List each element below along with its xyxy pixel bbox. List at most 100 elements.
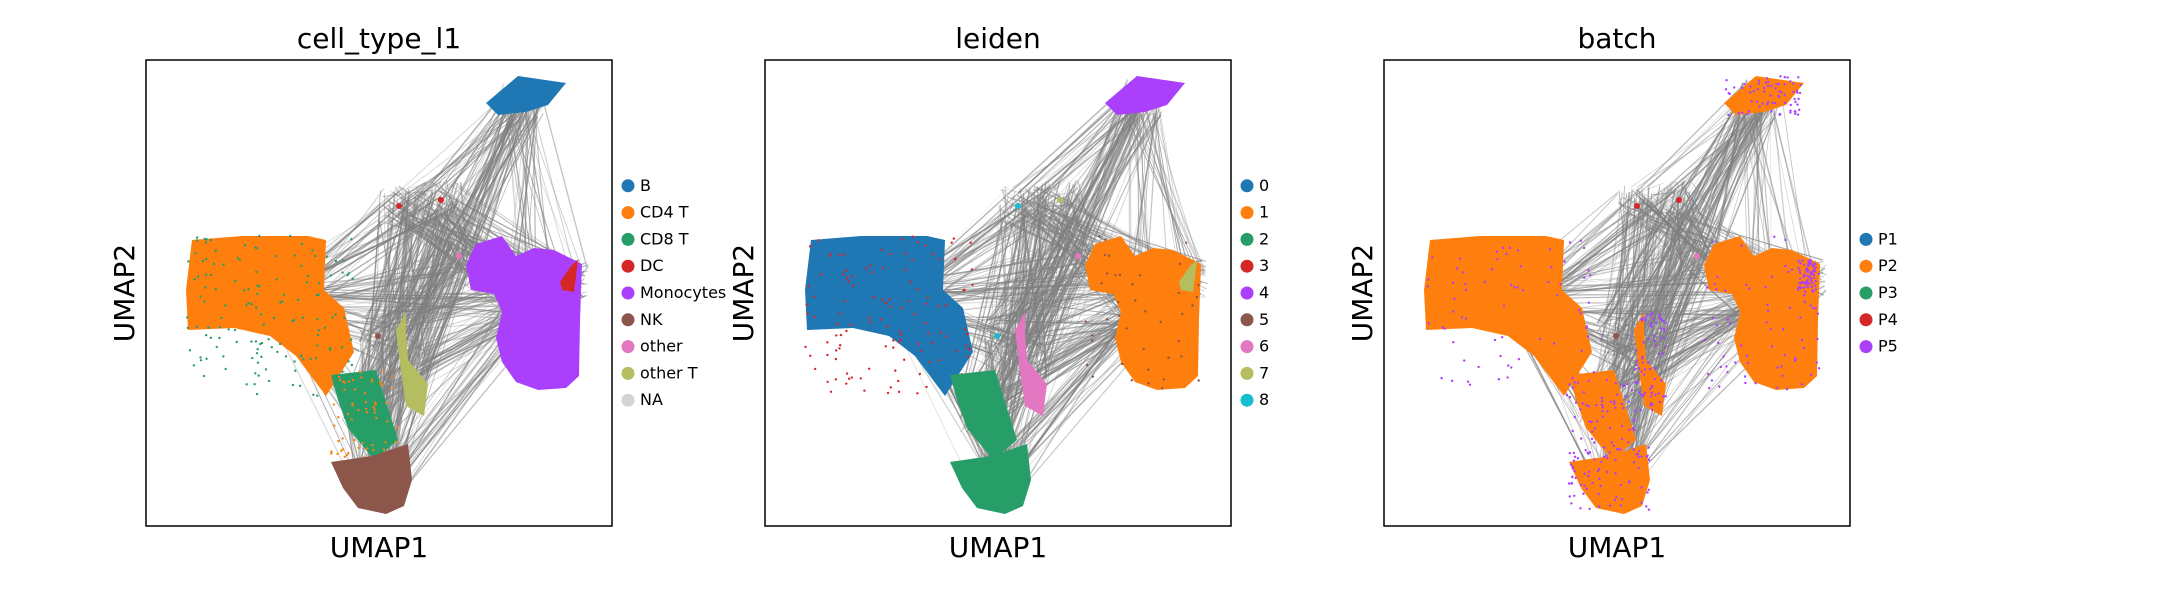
cell-P5: [1610, 441, 1613, 444]
cell-3: [838, 253, 841, 256]
cell-P5: [1650, 385, 1654, 389]
cell-CD4-T: [365, 447, 369, 450]
cell-P5: [1440, 376, 1443, 380]
legend-marker: [1240, 232, 1254, 246]
cell-3: [884, 301, 888, 305]
cell-CD4-T: [371, 443, 374, 447]
cell-CD8-T: [247, 301, 250, 305]
x-axis-label: UMAP1: [1568, 531, 1667, 564]
cell-CD4-T: [353, 438, 356, 442]
legend-label: P2: [1878, 256, 1898, 275]
cell-3: [834, 378, 838, 381]
cell-3: [963, 288, 966, 292]
cell-P5: [1500, 335, 1504, 339]
cell-3: [859, 377, 862, 380]
cell-P5: [1632, 461, 1636, 464]
cluster-MONO-P2: [1704, 236, 1820, 390]
cell-P5: [1583, 484, 1586, 487]
cell-P5: [1505, 252, 1508, 255]
cell-P5: [1573, 494, 1576, 498]
cluster-CD4-P2: [1424, 236, 1592, 396]
cell-3: [928, 360, 932, 364]
cell-P5: [1597, 492, 1600, 496]
cell-3: [944, 304, 947, 307]
legend-label: P5: [1878, 337, 1898, 356]
cell-CD8-T: [203, 300, 206, 303]
cell-3: [843, 299, 846, 303]
cell-P5: [1758, 105, 1761, 108]
cell-P5: [1568, 383, 1571, 386]
cell-3: [904, 252, 907, 255]
cell-P5: [1813, 284, 1817, 287]
cell-P5: [1619, 448, 1622, 451]
cell-P5: [1727, 113, 1730, 117]
cell-3: [966, 332, 969, 336]
legend-label: 0: [1259, 176, 1269, 195]
cell-P5: [1764, 81, 1768, 84]
cell-P5: [1595, 420, 1599, 423]
cell-CD4-T: [332, 403, 336, 406]
graph-node: [1676, 197, 1682, 203]
cell-CD8-T: [204, 333, 208, 337]
cell-P5: [1767, 100, 1770, 104]
y-axis-label: UMAP2: [108, 244, 141, 343]
cell-P5: [1737, 111, 1740, 115]
cell-5: [1107, 254, 1111, 257]
cell-CD4-T: [333, 424, 336, 427]
cell-CD8-T: [349, 338, 353, 341]
cell-3: [850, 376, 854, 379]
cell-P5: [1649, 404, 1652, 407]
cell-3: [864, 267, 868, 270]
cell-P5: [1817, 367, 1821, 370]
cell-5: [1130, 379, 1134, 382]
cell-P5: [1654, 344, 1657, 347]
cell-P5: [1552, 342, 1556, 345]
cell-P5: [1789, 109, 1792, 112]
cell-P5: [1785, 388, 1789, 391]
cluster-NK-P2: [1569, 444, 1650, 514]
cell-CD4-T: [385, 401, 388, 405]
cell-P5: [1809, 373, 1813, 377]
cell-P5: [1745, 354, 1749, 357]
cell-P5: [1571, 475, 1574, 479]
cell-P5: [1803, 273, 1807, 276]
cell-P5: [1805, 270, 1808, 274]
cell-P5: [1614, 406, 1617, 409]
cluster-CD4-T: [186, 236, 354, 396]
legend-marker: [1240, 206, 1254, 220]
cell-P5: [1620, 425, 1624, 428]
cell-CD4-T: [343, 381, 347, 384]
cell-P5: [1587, 470, 1591, 474]
legend-marker: [621, 366, 635, 380]
cell-P5: [1570, 482, 1574, 485]
cell-P5: [1722, 355, 1725, 358]
cell-P5: [1799, 271, 1802, 275]
cell-P5: [1718, 385, 1721, 388]
legend-marker: [1240, 366, 1254, 380]
cell-P5: [1641, 357, 1644, 360]
cell-CD8-T: [293, 254, 296, 257]
cell-3: [925, 385, 928, 389]
cell-CD8-T: [205, 357, 208, 360]
cell-CD8-T: [218, 326, 222, 329]
legend-label: DC: [640, 256, 664, 275]
cell-P5: [1601, 415, 1604, 418]
cell-P5: [1797, 259, 1800, 263]
cell-P5: [1579, 483, 1583, 486]
cell-P5: [1770, 275, 1773, 278]
cell-P5: [1502, 304, 1506, 308]
cell-P5: [1636, 381, 1639, 384]
cell-P5: [1572, 451, 1576, 455]
cell-P5: [1717, 341, 1720, 345]
cell-P5: [1539, 337, 1542, 341]
cell-CD4-T: [360, 376, 363, 379]
cell-CD8-T: [343, 316, 346, 320]
cell-3: [939, 331, 942, 334]
cell-CD8-T: [291, 383, 295, 387]
legend-marker: [1240, 313, 1254, 327]
legend-label: other: [640, 337, 683, 356]
cell-CD4-T: [384, 441, 387, 444]
cluster-other-T: [396, 312, 428, 416]
cell-P5: [1516, 286, 1519, 289]
